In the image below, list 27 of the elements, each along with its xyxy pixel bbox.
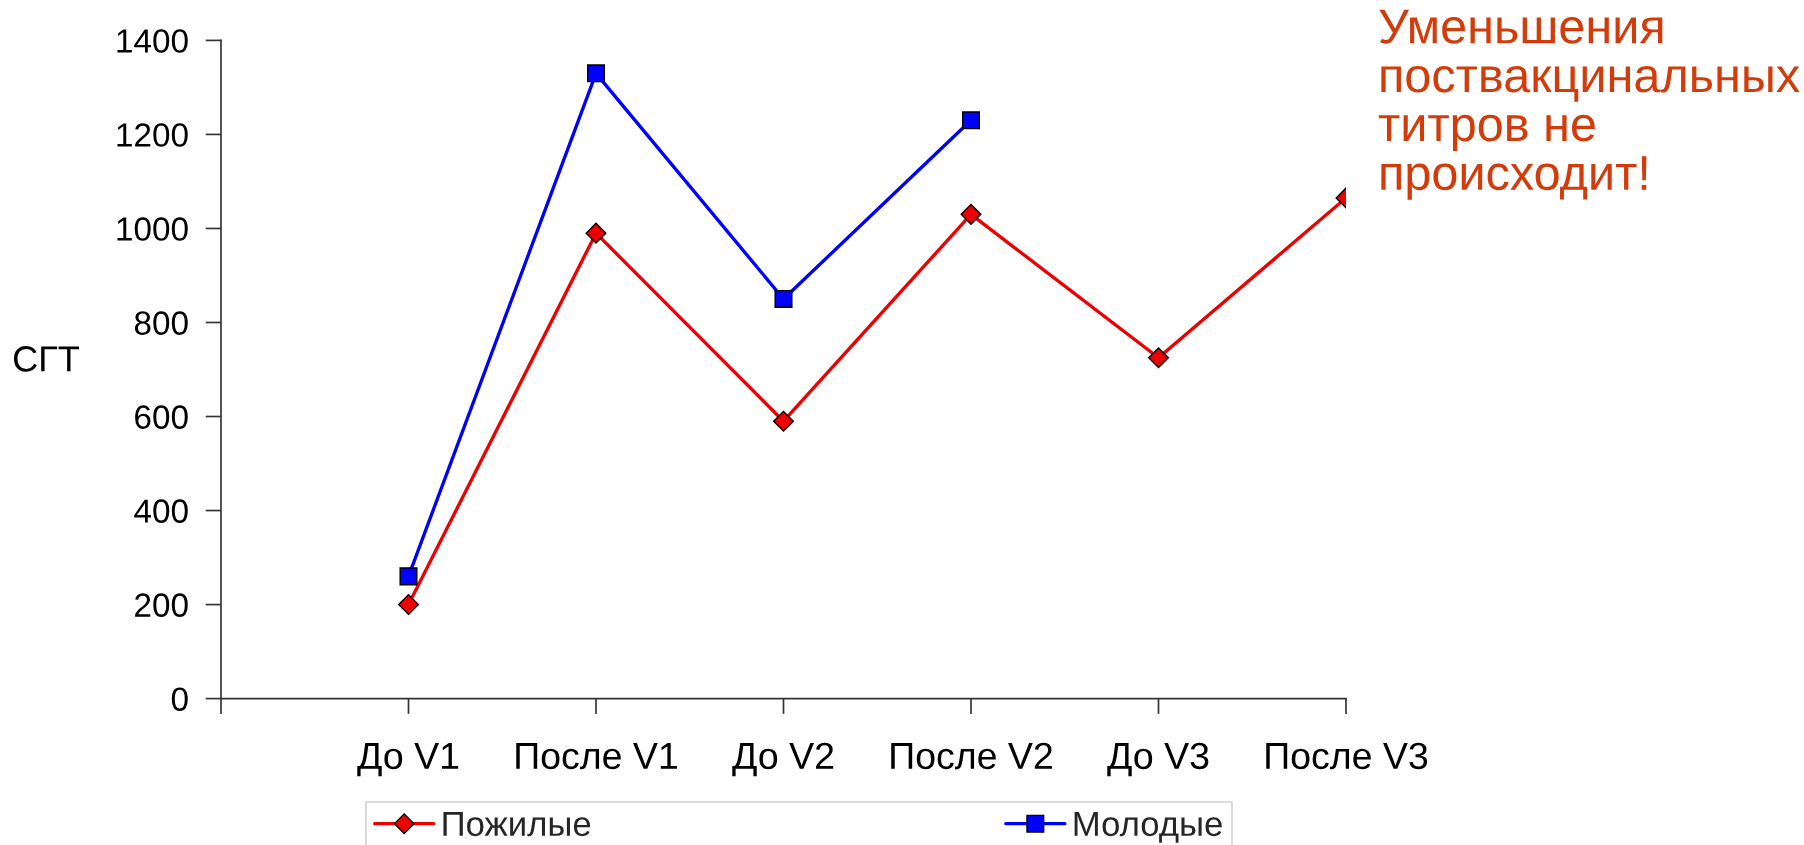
x-tick-label: После V1 (516, 743, 677, 770)
y-tick-label: 400 (134, 499, 188, 523)
x-tick-label: До V1 (357, 743, 459, 777)
y-tick-label: 1200 (117, 123, 188, 147)
point (772, 410, 795, 432)
legend-label: Пожилые (443, 811, 591, 837)
point (774, 289, 793, 309)
y-tick-label: 200 (135, 593, 188, 617)
point (960, 203, 982, 225)
x-tick-label: До V3 (1107, 742, 1209, 777)
point (397, 594, 420, 616)
point (399, 567, 418, 586)
y-tick-label: 800 (134, 311, 188, 335)
point (586, 64, 606, 83)
y-tick-label: 0 (171, 687, 188, 712)
x-tick-label: До V2 (732, 742, 834, 777)
y-axis-title: СГТ (13, 346, 80, 372)
y-tick-label: 1400 (117, 29, 188, 53)
y-tick-label: 600 (135, 405, 188, 429)
point (585, 222, 607, 244)
y-tick-label: 1000 (117, 217, 188, 241)
text: Уменьшения поствакцинальных титров не происходит! (1378, 9, 1800, 200)
point (961, 111, 981, 130)
legend-label: Молодые (1074, 811, 1222, 843)
x-tick-label: После V2 (891, 742, 1052, 770)
x-tick-label: После V3 (1266, 742, 1428, 770)
point (1147, 347, 1170, 369)
